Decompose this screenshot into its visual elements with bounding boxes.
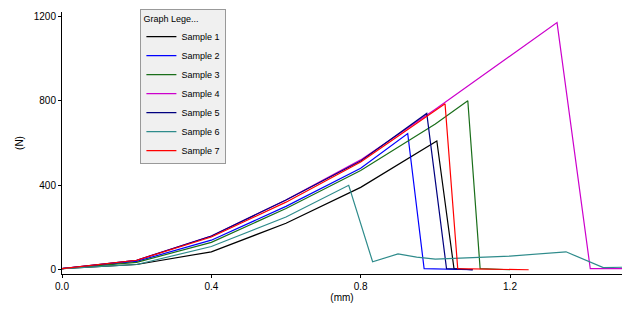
- svg-text:Sample 2: Sample 2: [181, 51, 219, 61]
- svg-text:Sample 6: Sample 6: [181, 127, 219, 137]
- svg-text:0: 0: [50, 264, 56, 275]
- svg-text:1200: 1200: [34, 11, 57, 22]
- svg-text:Sample 5: Sample 5: [181, 108, 219, 118]
- svg-text:0.0: 0.0: [55, 281, 69, 292]
- svg-text:(mm): (mm): [330, 292, 353, 303]
- svg-text:0.8: 0.8: [354, 281, 368, 292]
- svg-text:1.2: 1.2: [503, 281, 517, 292]
- svg-text:Sample 3: Sample 3: [181, 70, 219, 80]
- svg-text:Sample 1: Sample 1: [181, 32, 219, 42]
- svg-text:(N): (N): [14, 136, 25, 150]
- svg-text:800: 800: [39, 95, 56, 106]
- svg-text:400: 400: [39, 180, 56, 191]
- svg-text:0.4: 0.4: [204, 281, 218, 292]
- svg-text:Graph Lege...: Graph Lege...: [143, 14, 198, 24]
- svg-text:Sample 7: Sample 7: [181, 146, 219, 156]
- svg-text:Sample 4: Sample 4: [181, 89, 219, 99]
